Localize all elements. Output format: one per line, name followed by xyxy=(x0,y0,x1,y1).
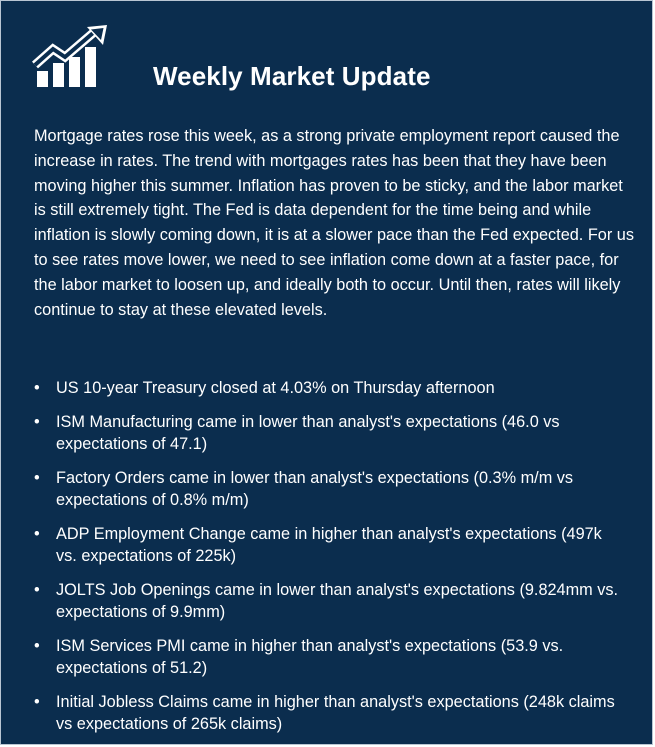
list-item-text: ISM Manufacturing came in lower than ana… xyxy=(56,413,560,453)
bullet-marker: • xyxy=(34,693,40,711)
list-item-text: US 10-year Treasury closed at 4.03% on T… xyxy=(56,379,495,397)
header: Weekly Market Update xyxy=(1,1,652,111)
bullet-marker: • xyxy=(34,581,40,599)
list-item: • ISM Services PMI came in higher than an… xyxy=(34,635,624,679)
intro-paragraph: Mortgage rates rose this week, as a stro… xyxy=(34,127,634,319)
list-item-text: ISM Services PMI came in higher than ana… xyxy=(56,637,564,677)
page-title: Weekly Market Update xyxy=(153,61,431,91)
list-item: • US 10-year Treasury closed at 4.03% on … xyxy=(34,377,624,399)
market-indicators-list: • US 10-year Treasury closed at 4.03% on … xyxy=(34,377,624,744)
bullet-marker: • xyxy=(34,379,40,397)
list-item-text: Factory Orders came in lower than analys… xyxy=(56,469,574,509)
list-item: • JOLTS Job Openings came in lower than a… xyxy=(34,579,624,623)
bullet-marker: • xyxy=(34,525,40,543)
list-item: • Factory Orders came in lower than analy… xyxy=(34,467,624,511)
list-item: • ADP Employment Change came in higher th… xyxy=(34,523,624,567)
list-item-text: JOLTS Job Openings came in lower than an… xyxy=(56,581,619,621)
list-item: • Initial Jobless Claims came in higher t… xyxy=(34,691,624,735)
bullet-marker: • xyxy=(34,413,40,431)
bullet-marker: • xyxy=(34,469,40,487)
bullet-marker: • xyxy=(34,637,40,655)
list-item-text: ADP Employment Change came in higher tha… xyxy=(56,525,602,565)
bar-chart-rising-arrow-icon xyxy=(32,25,107,87)
list-item: • ISM Manufacturing came in lower than an… xyxy=(34,411,624,455)
list-item-text: Initial Jobless Claims came in higher th… xyxy=(56,693,615,733)
